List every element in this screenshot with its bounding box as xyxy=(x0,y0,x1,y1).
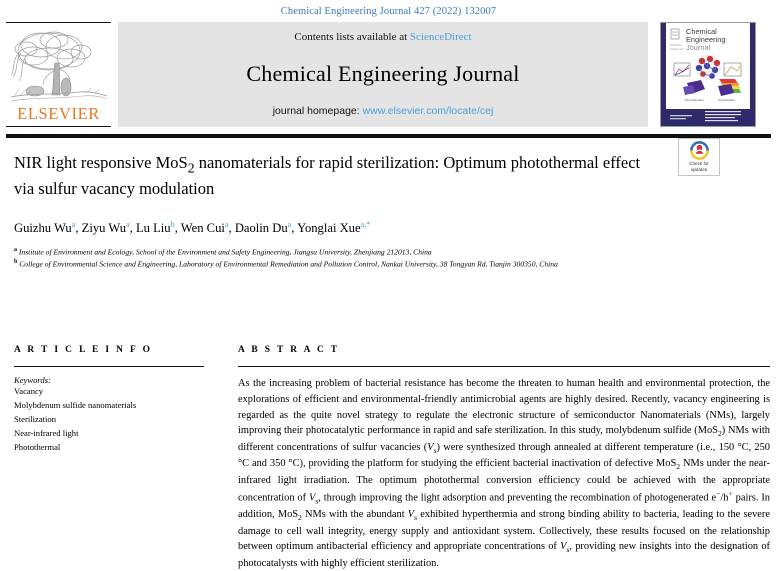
title-text-part2: nanomaterials for rapid sterilization: O… xyxy=(14,153,641,198)
journal-banner: Contents lists available at ScienceDirec… xyxy=(118,22,648,127)
author-name: Daolin Du xyxy=(234,221,288,236)
author-name: Yonglai Xue xyxy=(297,221,361,236)
page-title: NIR light responsive MoS2 nanomaterials … xyxy=(14,152,649,200)
contents-lists-prefix: Contents lists available at xyxy=(294,31,410,43)
crossmark-icon xyxy=(689,141,709,161)
affiliation-mark: b xyxy=(14,258,18,265)
keywords-list: Vacancy Molybdenum sulfide nanomaterials S… xyxy=(14,385,204,455)
crossmark-line2: updates xyxy=(690,167,708,172)
author-name: Guizhu Wu xyxy=(14,221,72,236)
journal-title: Chemical Engineering Journal xyxy=(246,61,520,86)
author-name: Wen Cui xyxy=(180,221,225,236)
sciencedirect-link[interactable]: ScienceDirect xyxy=(409,31,472,43)
keyword-item: Vacancy xyxy=(14,386,44,397)
abstract-rule xyxy=(238,366,770,368)
svg-text:Chemical: Chemical xyxy=(686,27,717,36)
abstract-text: As the increasing problem of bacterial r… xyxy=(238,378,770,569)
affiliation-mark: a xyxy=(14,246,17,253)
author-affiliation-mark: a xyxy=(224,220,229,230)
article-info-column: A R T I C L E I N F O Keywords: Vacancy M… xyxy=(14,345,204,455)
article-info-heading: A R T I C L E I N F O xyxy=(14,345,153,355)
author-affiliation-mark: b xyxy=(170,220,175,230)
author-name: Lu Liu xyxy=(135,221,171,236)
keyword-item: Near-infrared light xyxy=(14,428,79,439)
journal-cover-artwork: Chemical Engineering Journal Volume 427 xyxy=(661,23,755,126)
elsevier-tree-icon xyxy=(10,31,107,102)
title-text-part1: NIR light responsive MoS xyxy=(14,153,188,172)
journal-cover-thumbnail: Chemical Engineering Journal Volume 427 xyxy=(660,22,756,127)
elsevier-logo: ELSEVIER xyxy=(6,22,111,127)
title-subscript: 2 xyxy=(187,160,195,176)
author-affiliation-mark: a xyxy=(126,220,130,230)
title-block: NIR light responsive MoS2 nanomaterials … xyxy=(0,138,777,200)
affiliation-list: a Institute of Environment and Ecology, … xyxy=(14,246,654,270)
svg-text:Journal: Journal xyxy=(686,43,711,52)
author-affiliation-mark: a xyxy=(71,220,76,230)
journal-homepage-link[interactable]: www.elsevier.com/locate/cej xyxy=(362,105,494,117)
affiliation-item: b College of Environmental Science and E… xyxy=(14,258,558,269)
keyword-item: Molybdenum sulfide nanomaterials xyxy=(14,400,137,411)
journal-masthead: ELSEVIER Contents lists available at Sci… xyxy=(0,22,777,138)
keyword-item: Photothermal xyxy=(14,441,61,452)
svg-text:O2 evolution: O2 evolution xyxy=(718,98,735,102)
abstract-heading: A B S T R A C T xyxy=(238,345,340,355)
keyword-item: Sterilization xyxy=(14,414,57,425)
keywords-label: Keywords: xyxy=(14,375,51,386)
journal-homepage-line: journal homepage: www.elsevier.com/locat… xyxy=(273,105,494,117)
author-name: Ziyu Wu xyxy=(81,221,127,236)
author-list: Guizhu Wua, Ziyu Wua, Lu Liub, Wen Cuia,… xyxy=(14,220,371,236)
affiliation-item: a Institute of Environment and Ecology, … xyxy=(14,246,432,257)
masthead-divider xyxy=(6,134,771,138)
svg-text:H2 production: H2 production xyxy=(685,98,704,102)
svg-text:Engineering: Engineering xyxy=(686,35,725,44)
svg-text:Volume 427: Volume 427 xyxy=(670,47,684,51)
crossmark-label: Check for updates xyxy=(689,161,709,172)
journal-homepage-prefix: journal homepage: xyxy=(272,105,363,117)
elsevier-wordmark: ELSEVIER xyxy=(17,104,100,123)
crossmark-badge[interactable]: Check for updates xyxy=(678,138,720,176)
crossmark-line1: Check for xyxy=(689,161,709,167)
abstract-column: A B S T R A C T As the increasing proble… xyxy=(238,345,770,571)
running-head: Chemical Engineering Journal 427 (2022) … xyxy=(280,6,497,17)
author-affiliation-mark: a,* xyxy=(360,220,371,230)
article-info-rule xyxy=(14,366,204,368)
contents-lists-line: Contents lists available at ScienceDirec… xyxy=(294,31,471,43)
author-affiliation-mark: a xyxy=(287,220,292,230)
